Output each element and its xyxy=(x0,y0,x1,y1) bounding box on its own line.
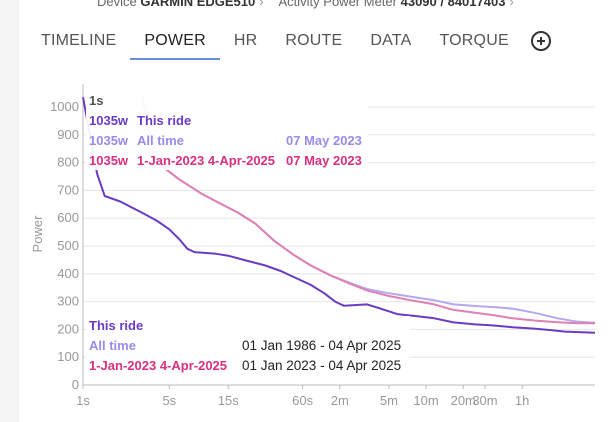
x-tick-label: 5s xyxy=(162,393,176,408)
x-tick-label: 1s xyxy=(76,393,90,408)
legend-top-label: This ride xyxy=(137,113,192,128)
legend-top-date: 07 May 2023 xyxy=(286,133,362,148)
meter-label: Activity Power Meter xyxy=(278,0,397,9)
x-tick-label: 10m xyxy=(413,393,438,408)
legend-bottom-row-range: 1-Jan-2023 4-Apr-2025 01 Jan 2023 - 04 A… xyxy=(89,356,410,376)
legend-duration: 1s xyxy=(89,93,104,108)
legend-top-row-this-ride: 1035w This ride xyxy=(89,111,368,131)
legend-top: 1s 1035w This ride 1035w All time 07 May 2… xyxy=(86,88,368,170)
y-tick-label: 300 xyxy=(57,294,79,309)
legend-top-watts: 1035w xyxy=(89,153,129,168)
device-chevron-icon: › xyxy=(259,0,264,9)
y-tick-label: 0 xyxy=(72,377,79,392)
x-tick-label: 5m xyxy=(380,393,398,408)
legend-bottom-label: This ride xyxy=(89,318,144,333)
device-info-line: Device GARMIN EDGE510 › Activity Power Me… xyxy=(97,0,526,9)
add-tab-icon[interactable] xyxy=(530,31,551,51)
x-tick-label: 20m xyxy=(451,393,476,408)
legend-bottom-label: 1-Jan-2023 4-Apr-2025 xyxy=(89,358,228,373)
y-tick-label: 600 xyxy=(57,210,79,225)
x-tick-label: 60s xyxy=(292,393,313,408)
device-value[interactable]: GARMIN EDGE510 xyxy=(140,0,256,9)
meter-value[interactable]: 43090 / 84017403 xyxy=(400,0,506,9)
y-tick-label: 100 xyxy=(57,349,79,364)
tab-hr[interactable]: HR xyxy=(233,32,258,49)
y-tick-label: 1000 xyxy=(50,99,79,114)
y-tick-label: 400 xyxy=(57,266,79,281)
x-tick-label: 15s xyxy=(218,393,239,408)
legend-bottom-label: All time xyxy=(89,338,136,353)
y-axis-title: Power xyxy=(30,215,45,253)
tab-timeline[interactable]: TIMELINE xyxy=(41,32,117,49)
legend-top-row-all-time: 1035w All time 07 May 2023 xyxy=(89,131,368,151)
tab-torque[interactable]: TORQUE xyxy=(439,32,509,49)
y-tick-label: 700 xyxy=(57,182,79,197)
series-line-1-jan-2023-4-apr-2025 xyxy=(140,97,595,325)
tab-data[interactable]: DATA xyxy=(370,32,412,49)
y-tick-label: 200 xyxy=(57,321,79,336)
left-gutter xyxy=(0,0,18,422)
x-tick-label: 2m xyxy=(331,393,349,408)
legend-top-watts: 1035w xyxy=(89,113,129,128)
legend-bottom-range: 01 Jan 1986 - 04 Apr 2025 xyxy=(242,338,402,353)
legend-top-label: 1-Jan-2023 4-Apr-2025 xyxy=(137,153,276,168)
meter-chevron-icon: › xyxy=(509,0,514,9)
series-line-this-ride xyxy=(82,97,596,334)
legend-bottom-range: 01 Jan 2023 - 04 Apr 2025 xyxy=(242,358,402,373)
device-label: Device xyxy=(97,0,137,9)
x-tick-label: 1h xyxy=(515,393,529,408)
legend-bottom: This ride All time 01 Jan 1986 - 04 Apr … xyxy=(86,316,410,380)
legend-top-label: All time xyxy=(137,133,184,148)
legend-top-date: 07 May 2023 xyxy=(286,153,362,168)
x-tick-label: 30m xyxy=(472,393,497,408)
tab-bar: TIMELINE POWER HR ROUTE DATA TORQUE xyxy=(27,24,551,62)
legend-bottom-row-this-ride: This ride xyxy=(89,316,410,336)
legend-bottom-row-all-time: All time 01 Jan 1986 - 04 Apr 2025 xyxy=(89,336,410,356)
y-tick-label: 800 xyxy=(57,155,79,170)
tab-power[interactable]: POWER xyxy=(130,24,220,60)
legend-top-row-range: 1035w 1-Jan-2023 4-Apr-2025 07 May 2023 xyxy=(89,151,368,171)
y-tick-label: 900 xyxy=(57,127,79,142)
tab-route[interactable]: ROUTE xyxy=(285,32,343,49)
legend-top-watts: 1035w xyxy=(89,133,129,148)
y-tick-label: 500 xyxy=(57,238,79,253)
